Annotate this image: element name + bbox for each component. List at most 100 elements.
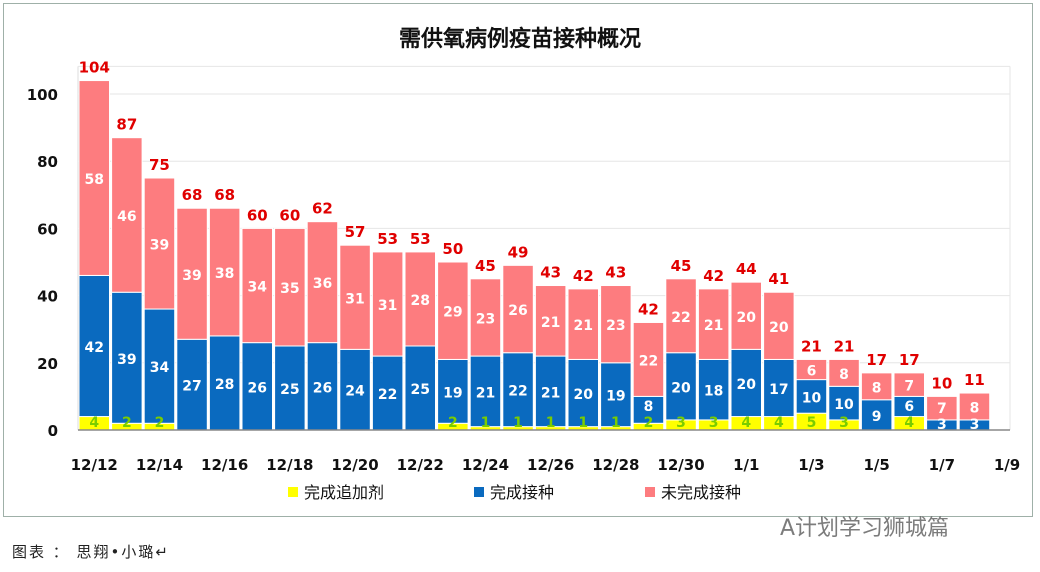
segment-value-label: 3 [937, 417, 947, 433]
segment-value-label: 6 [904, 399, 914, 415]
bar-segment [469, 278, 502, 357]
segment-value-label: 1 [578, 415, 588, 431]
bar-segment [437, 358, 469, 424]
total-value-label: 87 [116, 116, 137, 134]
x-tick-label: 12/12 [71, 456, 118, 474]
segment-value-label: 21 [541, 315, 560, 331]
segment-value-label: 28 [215, 377, 234, 393]
bar-segment [534, 355, 567, 428]
bar-segment [274, 345, 306, 431]
segment-value-label: 7 [937, 401, 947, 417]
x-tick-label: 12/26 [527, 456, 574, 474]
segment-value-label: 3 [709, 415, 719, 431]
segment-value-label: 1 [481, 415, 491, 431]
total-value-label: 17 [899, 351, 920, 369]
segment-value-label: 22 [378, 387, 397, 403]
bar-segment [143, 308, 176, 424]
total-value-label: 57 [345, 223, 366, 241]
bar-segment [208, 335, 241, 431]
segment-value-label: 36 [313, 276, 332, 292]
segment-value-label: 2 [644, 415, 654, 431]
x-tick-label: 1/5 [863, 456, 889, 474]
total-value-label: 21 [801, 337, 822, 355]
legend-swatch [645, 487, 655, 497]
total-value-label: 11 [964, 371, 985, 389]
bar-segment [469, 355, 502, 428]
x-tick-label: 12/22 [397, 456, 444, 474]
x-tick-label: 12/14 [136, 456, 183, 474]
total-value-label: 45 [475, 257, 496, 275]
segment-value-label: 5 [807, 415, 817, 431]
segment-value-label: 3 [970, 417, 980, 433]
bar-segment [828, 358, 860, 387]
bar-segment [78, 274, 110, 418]
total-value-label: 60 [279, 206, 300, 224]
y-tick-label: 0 [48, 422, 58, 440]
bar-segment [763, 291, 795, 360]
legend-label: 未完成接种 [661, 483, 741, 502]
segment-value-label: 58 [85, 172, 104, 188]
total-value-label: 44 [736, 260, 757, 278]
total-value-label: 50 [442, 240, 463, 258]
segment-value-label: 21 [541, 385, 560, 401]
total-value-label: 62 [312, 200, 333, 218]
bar-segment [600, 285, 632, 364]
bar-segment [860, 372, 893, 401]
bar-segment [208, 207, 241, 337]
bar-segment [502, 264, 534, 354]
legend-swatch [474, 487, 484, 497]
segment-value-label: 35 [280, 281, 299, 297]
segment-value-label: 10 [834, 397, 854, 413]
bar-segment [926, 395, 958, 421]
segment-value-label: 34 [150, 360, 170, 376]
total-value-label: 53 [410, 230, 431, 248]
segment-value-label: 19 [606, 389, 625, 405]
segment-value-label: 20 [574, 387, 594, 403]
segment-value-label: 3 [839, 415, 849, 431]
y-tick-label: 80 [37, 153, 58, 171]
x-tick-label: 12/24 [462, 456, 509, 474]
bar-segment [306, 221, 339, 344]
total-value-label: 43 [605, 264, 626, 282]
bar-segment [665, 352, 697, 421]
x-tick-label: 12/16 [201, 456, 248, 474]
total-value-label: 42 [638, 300, 659, 318]
segment-value-label: 20 [671, 380, 691, 396]
total-value-label: 10 [931, 374, 952, 392]
bar-segment [600, 362, 632, 428]
segment-value-label: 8 [644, 399, 654, 415]
segment-value-label: 17 [769, 382, 788, 398]
total-value-label: 21 [834, 337, 855, 355]
segment-value-label: 26 [248, 380, 267, 396]
segment-value-label: 42 [85, 340, 104, 356]
bar-segment [763, 358, 795, 418]
total-value-label: 68 [214, 186, 235, 204]
x-tick-label: 1/7 [929, 456, 955, 474]
bar-segment [404, 345, 436, 431]
bar-segment [697, 358, 730, 421]
segment-value-label: 9 [872, 409, 882, 425]
segment-value-label: 38 [215, 266, 234, 282]
segment-value-label: 22 [639, 353, 658, 369]
bar-segment [404, 251, 436, 347]
bar-segment [730, 281, 762, 350]
bar-segment [437, 261, 469, 360]
segment-value-label: 29 [443, 305, 462, 321]
segment-value-label: 26 [508, 303, 527, 319]
segment-value-label: 4 [89, 415, 99, 431]
x-tick-label: 1/9 [994, 456, 1020, 474]
segment-value-label: 7 [904, 379, 914, 395]
segment-value-label: 31 [378, 298, 397, 314]
bar-segment [730, 348, 762, 418]
total-value-label: 53 [377, 230, 398, 248]
x-tick-label: 1/3 [798, 456, 824, 474]
x-tick-label: 12/30 [657, 456, 704, 474]
bar-segment [632, 395, 665, 424]
bar-segment [534, 285, 567, 357]
legend-label: 完成追加剂 [304, 483, 384, 502]
bar-segment [339, 244, 371, 350]
segment-value-label: 10 [802, 390, 822, 406]
bar-segment [78, 80, 110, 276]
bar-segment [371, 355, 404, 431]
bar-segment [241, 227, 273, 344]
